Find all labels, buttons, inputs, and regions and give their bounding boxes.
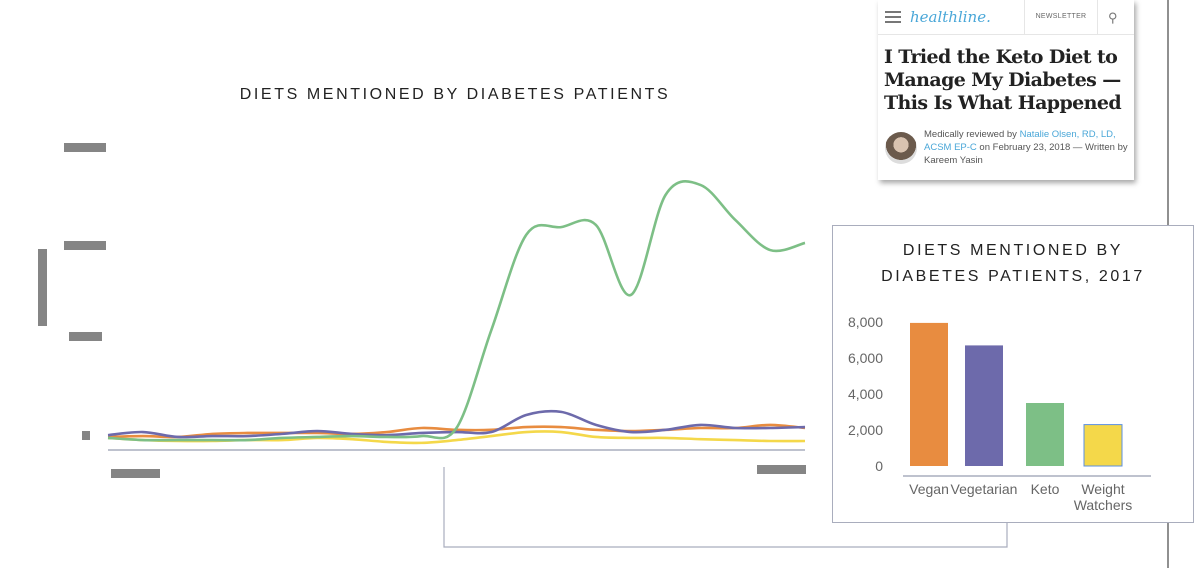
healthline-logo[interactable]: healthline. xyxy=(910,8,991,26)
article-headline: I Tried the Keto Diet to Manage My Diabe… xyxy=(884,46,1122,114)
bar-vegan xyxy=(910,322,948,466)
y-tick-label: 0 xyxy=(875,458,883,474)
article-card[interactable]: healthline. NEWSLETTER ⚲ I Tried the Ket… xyxy=(878,0,1134,180)
bar-chart: 0 2,000 4,000 6,000 8,000 Vegan Vegetarian Keto… xyxy=(848,314,1151,513)
x-category-label: Keto xyxy=(1031,481,1060,497)
bar-title-line2: DIABETES PATIENTS, 2017 xyxy=(881,268,1145,285)
callout-bracket xyxy=(443,467,1008,548)
redacted-x-tick xyxy=(111,469,160,478)
redacted-y-label xyxy=(38,249,47,326)
redacted-y-tick xyxy=(64,143,106,152)
y-tick-label: 8,000 xyxy=(848,314,883,330)
byline: Medically reviewed by Natalie Olsen, RD,… xyxy=(924,128,1134,167)
y-tick-label: 2,000 xyxy=(848,422,883,438)
byline-prefix: Medically reviewed by xyxy=(924,129,1020,140)
x-category-label: Vegetarian xyxy=(951,481,1018,497)
line-series xyxy=(107,180,806,442)
reviewer-link[interactable]: Natalie Olsen, RD, LD, ACSM EP-C xyxy=(924,129,1116,153)
avatar xyxy=(885,132,917,164)
newsletter-link[interactable]: NEWSLETTER xyxy=(1024,0,1098,34)
redacted-y-tick xyxy=(64,241,106,250)
redacted-y-tick xyxy=(69,332,102,341)
bar-title-line1: DIETS MENTIONED BY xyxy=(902,242,1124,259)
byline-date: on February 23, 2018 — Written by Kareem… xyxy=(924,142,1128,166)
x-category-label: Vegan xyxy=(909,481,949,497)
bar-vegetarian xyxy=(965,345,1003,466)
bar-weight-watchers xyxy=(1083,424,1123,467)
bar-keto xyxy=(1026,403,1064,466)
hamburger-menu-icon[interactable] xyxy=(885,11,901,23)
line-chart-title: DIETS MENTIONED BY DIABETES PATIENTS xyxy=(239,86,671,103)
x-category-label: Watchers xyxy=(1074,497,1133,513)
y-tick-label: 4,000 xyxy=(848,386,883,402)
magnifier-icon[interactable]: ⚲ xyxy=(1108,10,1118,25)
site-header: healthline. NEWSLETTER ⚲ xyxy=(878,0,1134,35)
y-tick-label: 6,000 xyxy=(848,350,883,366)
redacted-x-tick xyxy=(757,465,806,474)
redacted-y-tick xyxy=(82,431,90,440)
bar-chart-panel: DIETS MENTIONED BY DIABETES PATIENTS, 201… xyxy=(832,225,1194,523)
x-category-label: Weight xyxy=(1081,481,1124,497)
bar-chart-title: DIETS MENTIONED BY DIABETES PATIENTS, 201… xyxy=(833,238,1193,290)
line-series xyxy=(107,409,806,439)
